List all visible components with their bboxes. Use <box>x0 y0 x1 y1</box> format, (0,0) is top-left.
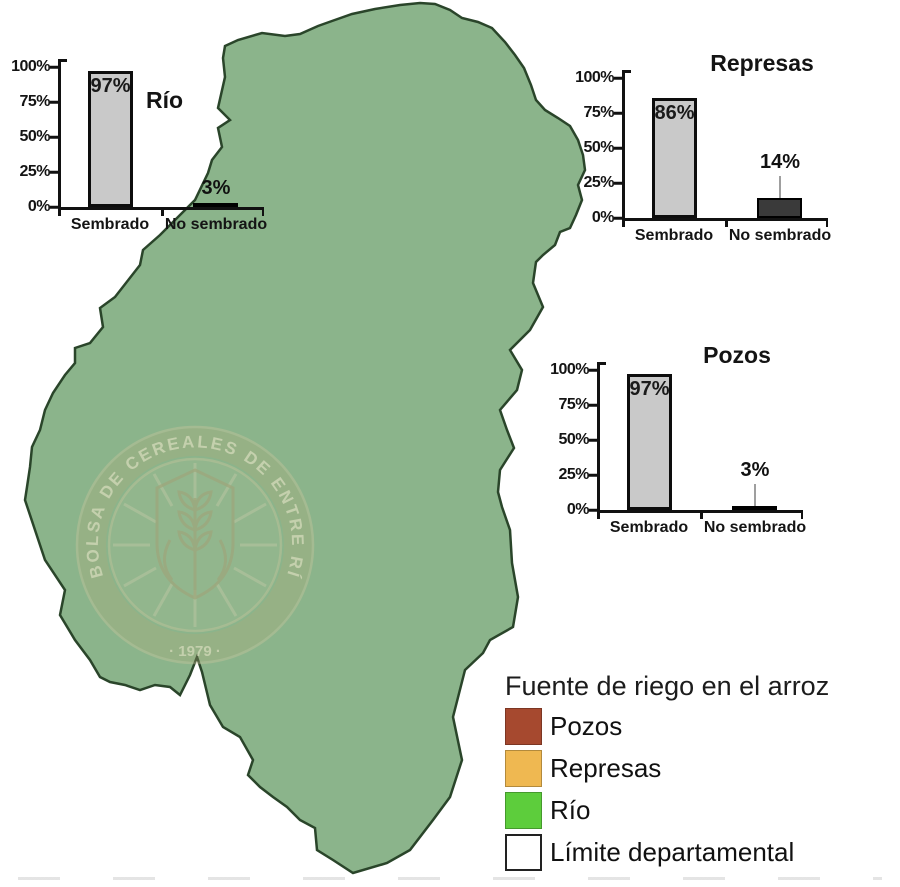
cropped-text-artifact <box>18 877 882 880</box>
y-tick <box>589 473 597 477</box>
chart-represas-plot: 100% 75% 50% 25% 0% 86% 14% Sembrado No … <box>575 69 831 244</box>
chart-represas-title: Represas <box>710 50 814 76</box>
y-tick-label: 75% <box>19 93 50 110</box>
x-category-label: Sembrado <box>70 216 150 233</box>
y-tick-label: 100% <box>550 361 589 378</box>
chart-pozos-title: Pozos <box>703 342 771 368</box>
bar-sembrado: 97% <box>627 374 672 510</box>
y-tick <box>614 146 622 150</box>
represas-color-swatch <box>505 749 542 787</box>
x-axis-tick <box>161 209 164 216</box>
y-tick <box>50 100 58 104</box>
y-tick <box>50 170 58 174</box>
rio-color-swatch <box>505 791 542 829</box>
y-tick-label: 50% <box>583 139 614 156</box>
x-axis <box>597 510 803 513</box>
y-tick <box>589 508 597 512</box>
chart-represas: Represas 100% 75% 50% 25% 0% 86% 14% Sem <box>570 48 850 248</box>
legend-title: Fuente de riego en el arroz <box>505 671 830 701</box>
legend-item-pozos: Pozos <box>505 705 829 747</box>
legend-item-represas: Represas <box>505 747 829 789</box>
y-tick-label: 75% <box>558 396 589 413</box>
limite-color-swatch <box>505 833 542 871</box>
legend-item-label: Río <box>550 794 591 825</box>
x-category-label: Sembrado <box>609 519 689 536</box>
bar-value-label: 3% <box>740 458 770 481</box>
y-tick-label: 25% <box>558 466 589 483</box>
y-tick-label: 50% <box>558 431 589 448</box>
bar-value-label: 14% <box>759 151 801 174</box>
y-tick-label: 100% <box>11 58 50 75</box>
sunburst-rays-icon <box>113 463 277 627</box>
y-tick <box>614 216 622 220</box>
y-axis-cap <box>58 59 67 62</box>
x-category-label: No sembrado <box>164 216 268 233</box>
bar-no-sembrado <box>732 505 777 510</box>
x-category-label: No sembrado <box>703 519 807 536</box>
x-axis-tick <box>725 220 728 227</box>
chart-rio-plot: 100% 75% 50% 25% 0% 97% 3% Sembrado No s… <box>11 58 267 233</box>
y-tick-label: 25% <box>583 174 614 191</box>
legend-item-limite: Límite departamental <box>505 831 829 873</box>
label-leader-line <box>754 483 756 506</box>
x-axis <box>622 218 828 221</box>
x-axis-tick <box>261 209 264 216</box>
y-axis-cap <box>622 70 631 73</box>
y-tick-label: 50% <box>19 128 50 145</box>
x-axis-tick <box>622 220 625 227</box>
y-tick <box>50 205 58 209</box>
map-legend: Fuente de riego en el arroz Pozos Repres… <box>505 671 829 873</box>
legend-item-label: Pozos <box>550 710 623 741</box>
x-axis-tick <box>800 512 803 519</box>
pozos-color-swatch <box>505 707 542 745</box>
y-tick-label: 100% <box>575 69 614 86</box>
x-axis <box>58 207 264 210</box>
x-category-label: Sembrado <box>634 227 714 244</box>
legend-item-label: Límite departamental <box>550 836 795 867</box>
bar-no-sembrado <box>193 202 238 207</box>
y-tick <box>614 181 622 185</box>
chart-rio: Río 100% 75% 50% 25% 0% 97% 3% Sembrado … <box>6 37 286 237</box>
x-category-label: No sembrado <box>728 227 832 244</box>
chart-rio-title: Río <box>146 87 184 113</box>
bar-sembrado: 86% <box>652 97 697 218</box>
y-tick-label: 75% <box>583 104 614 121</box>
x-axis-tick <box>825 220 828 227</box>
bar-value-label: 97% <box>90 75 131 98</box>
y-axis-cap <box>597 362 606 365</box>
x-axis-tick <box>58 209 61 216</box>
legend-item-label: Represas <box>550 752 662 783</box>
y-tick-label: 0% <box>27 198 51 215</box>
bar-value-label: 3% <box>201 176 231 199</box>
bar-no-sembrado <box>757 198 802 218</box>
y-tick <box>589 403 597 407</box>
y-tick-label: 25% <box>19 163 50 180</box>
y-axis <box>622 70 625 218</box>
y-axis <box>597 362 600 510</box>
legend-item-rio: Río <box>505 789 829 831</box>
x-axis-tick <box>700 512 703 519</box>
y-tick <box>50 65 58 69</box>
chart-pozos-plot: 100% 75% 50% 25% 0% 97% 3% Sembrado No s… <box>550 361 806 536</box>
label-leader-line <box>779 176 781 199</box>
bar-value-label: 97% <box>629 378 670 401</box>
y-axis <box>58 59 61 207</box>
y-tick-label: 0% <box>566 501 590 518</box>
y-tick <box>50 135 58 139</box>
y-tick-label: 0% <box>591 209 615 226</box>
chart-pozos: Pozos 100% 75% 50% 25% 0% 97% 3% Sembrad <box>545 340 825 540</box>
y-tick <box>589 438 597 442</box>
x-axis-tick <box>597 512 600 519</box>
y-tick <box>614 76 622 80</box>
watermark-year: · 1979 · <box>169 643 221 660</box>
wheat-emblem-icon <box>155 468 235 600</box>
y-tick <box>589 368 597 372</box>
bar-sembrado: 97% <box>88 71 133 207</box>
y-tick <box>614 111 622 115</box>
bar-value-label: 86% <box>654 101 695 124</box>
